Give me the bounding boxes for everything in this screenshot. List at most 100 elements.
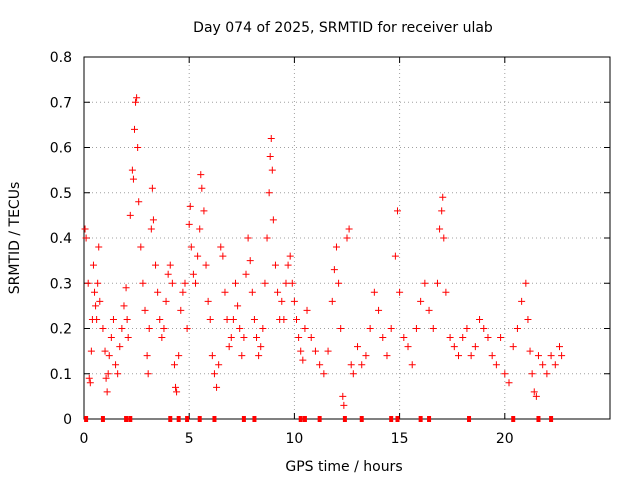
data-point bbox=[259, 325, 267, 332]
data-point bbox=[425, 306, 433, 314]
data-point bbox=[183, 325, 191, 332]
data-point bbox=[440, 234, 448, 242]
data-point bbox=[185, 220, 193, 228]
zero-marker bbox=[302, 416, 307, 422]
data-point bbox=[299, 356, 307, 364]
data-point bbox=[436, 225, 444, 233]
data-point bbox=[208, 352, 216, 360]
data-point bbox=[114, 370, 122, 378]
data-point bbox=[166, 261, 174, 269]
data-point bbox=[387, 325, 395, 332]
data-point bbox=[463, 325, 471, 332]
data-point bbox=[225, 343, 233, 351]
x-tick-label: 10 bbox=[285, 431, 303, 447]
y-tick-label: 0 bbox=[63, 412, 72, 428]
data-point bbox=[261, 279, 269, 287]
data-point bbox=[404, 343, 412, 351]
data-point bbox=[320, 370, 328, 378]
data-point bbox=[450, 343, 458, 351]
data-point bbox=[530, 388, 538, 396]
zero-marker bbox=[359, 416, 364, 422]
data-point bbox=[198, 184, 206, 192]
data-point bbox=[120, 302, 128, 310]
data-point bbox=[91, 288, 99, 296]
x-axis-label: GPS time / hours bbox=[285, 459, 402, 475]
data-point bbox=[206, 315, 214, 323]
zero-marker bbox=[342, 416, 347, 422]
data-point bbox=[501, 370, 509, 378]
data-point bbox=[231, 279, 239, 287]
data-point bbox=[196, 225, 204, 233]
data-point bbox=[324, 347, 332, 355]
data-point bbox=[330, 266, 338, 274]
data-point bbox=[528, 370, 536, 378]
y-tick-label: 0.3 bbox=[50, 276, 72, 292]
data-point bbox=[85, 374, 93, 382]
data-point bbox=[455, 352, 463, 360]
data-point bbox=[366, 325, 374, 332]
data-point bbox=[522, 279, 530, 287]
data-point bbox=[316, 361, 324, 369]
data-point bbox=[137, 243, 145, 251]
data-point bbox=[271, 261, 279, 269]
data-point bbox=[370, 288, 378, 296]
data-point bbox=[132, 98, 140, 106]
data-point bbox=[526, 347, 534, 355]
y-tick-label: 0.7 bbox=[50, 95, 72, 111]
data-point bbox=[505, 379, 513, 387]
data-point bbox=[134, 144, 142, 151]
y-tick-label: 0.8 bbox=[50, 50, 72, 66]
data-point bbox=[497, 334, 505, 342]
zero-marker bbox=[427, 416, 432, 422]
data-point bbox=[170, 361, 178, 369]
data-point bbox=[268, 166, 276, 174]
data-point bbox=[154, 288, 162, 296]
zero-marker bbox=[124, 416, 129, 422]
data-point bbox=[391, 252, 399, 260]
data-point bbox=[204, 297, 212, 305]
zero-marker bbox=[168, 416, 173, 422]
data-point bbox=[200, 207, 208, 215]
zero-marker bbox=[128, 416, 133, 422]
data-point bbox=[229, 315, 237, 323]
data-point bbox=[160, 325, 168, 332]
data-point bbox=[186, 202, 194, 210]
data-point bbox=[221, 288, 229, 296]
data-point bbox=[439, 193, 447, 201]
data-point bbox=[102, 374, 110, 382]
data-point bbox=[337, 325, 345, 332]
data-point bbox=[145, 325, 153, 332]
data-point bbox=[105, 352, 113, 360]
data-point bbox=[339, 392, 347, 400]
data-point bbox=[124, 334, 132, 342]
data-point bbox=[99, 325, 107, 332]
zero-marker bbox=[549, 416, 554, 422]
data-point bbox=[123, 315, 131, 323]
zero-marker bbox=[185, 416, 190, 422]
data-point bbox=[446, 334, 454, 342]
data-point bbox=[107, 334, 115, 342]
y-axis-label: SRMTID / TECUs bbox=[7, 182, 23, 295]
data-point bbox=[189, 270, 197, 278]
data-point bbox=[518, 297, 526, 305]
data-point bbox=[242, 270, 250, 278]
data-point bbox=[162, 297, 170, 305]
data-point bbox=[282, 279, 290, 287]
x-tick-label: 0 bbox=[80, 431, 89, 447]
data-point bbox=[269, 216, 277, 224]
data-point bbox=[492, 361, 500, 369]
data-point bbox=[210, 370, 218, 378]
data-point bbox=[122, 284, 130, 292]
data-point bbox=[343, 234, 351, 242]
data-point bbox=[187, 243, 195, 251]
data-point bbox=[286, 252, 294, 260]
zero-marker bbox=[511, 416, 516, 422]
data-point bbox=[288, 279, 296, 287]
data-point bbox=[303, 306, 311, 314]
data-point bbox=[139, 279, 147, 287]
data-point bbox=[92, 302, 100, 310]
data-point bbox=[248, 288, 256, 296]
data-point bbox=[556, 343, 564, 351]
data-point bbox=[412, 325, 420, 332]
